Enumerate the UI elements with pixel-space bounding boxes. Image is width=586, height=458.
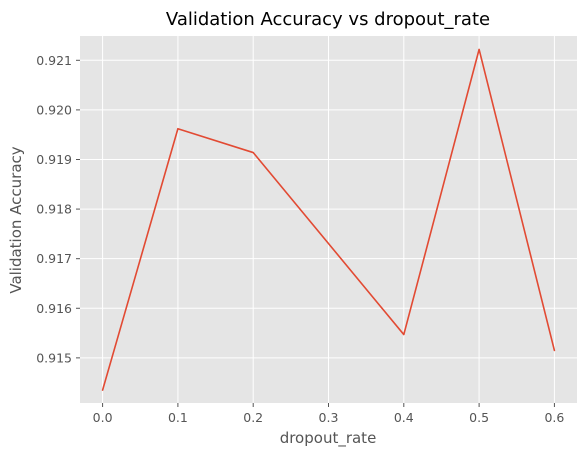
x-tick-label: 0.1 [168,410,188,425]
y-tick-label: 0.919 [36,152,72,167]
x-tick-label: 0.2 [243,410,263,425]
series-group [101,48,556,391]
y-axis-label: Validation Accuracy [7,146,25,293]
chart-title: Validation Accuracy vs dropout_rate [166,9,490,30]
y-tick-label: 0.917 [36,251,72,266]
x-tick-label: 0.4 [394,410,414,425]
y-axis-ticks: 0.915 0.916 0.917 0.918 0.919 0.920 0.921 [36,53,80,365]
x-axis-ticks: 0.0 0.1 0.2 0.3 0.4 0.5 0.6 [93,403,564,425]
y-tick-label: 0.918 [36,202,72,217]
series-line [101,48,556,391]
x-tick-label: 0.6 [544,410,564,425]
y-tick-label: 0.920 [36,102,72,117]
y-tick-label: 0.921 [36,53,72,68]
grid [80,36,577,403]
y-tick-label: 0.916 [36,301,72,316]
y-tick-label: 0.915 [36,350,72,365]
x-tick-label: 0.5 [469,410,489,425]
x-axis-label: dropout_rate [280,429,377,448]
x-tick-label: 0.0 [93,410,113,425]
x-tick-label: 0.3 [319,410,339,425]
